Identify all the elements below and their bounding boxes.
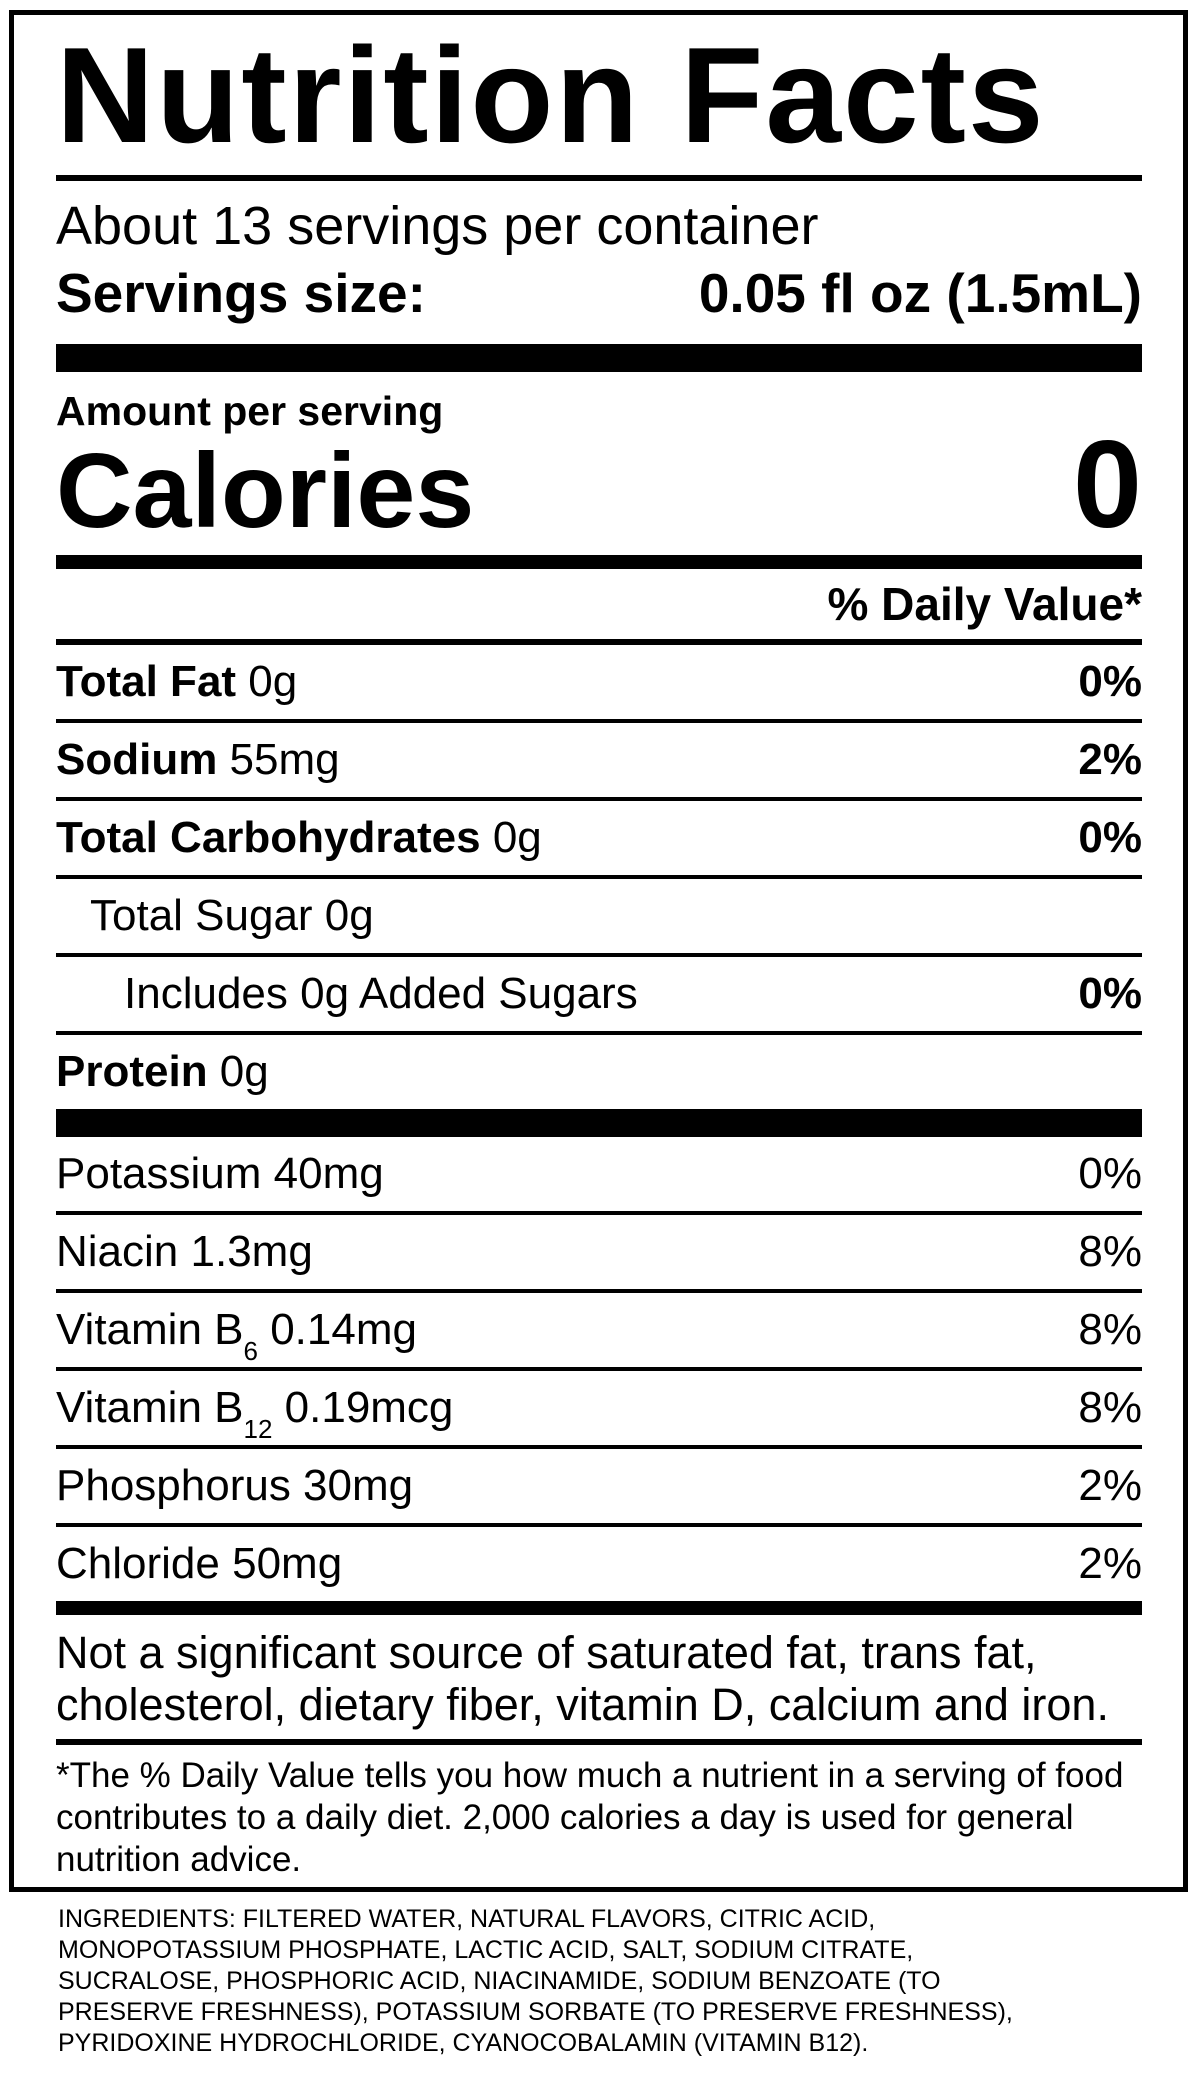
row-divider bbox=[56, 1289, 1142, 1294]
nutrient-name: Total Sugar 0g bbox=[90, 891, 374, 941]
nutrient-name: Includes 0g Added Sugars bbox=[124, 969, 638, 1019]
daily-value-percent: 2% bbox=[1078, 1539, 1142, 1589]
nutrient-name: Total Fat 0g bbox=[56, 657, 298, 707]
nutrient-name: Potassium 40mg bbox=[56, 1149, 384, 1199]
ingredients-statement: INGREDIENTS: FILTERED WATER, NATURAL FLA… bbox=[58, 1904, 1158, 2059]
row-divider bbox=[56, 953, 1142, 958]
nutrient-row: Vitamin B12 0.19mcg 8% bbox=[56, 1371, 1142, 1445]
text-line: INGREDIENTS: FILTERED WATER, NATURAL FLA… bbox=[58, 1905, 876, 1933]
nutrient-row: Sodium 55mg 2% bbox=[56, 723, 1142, 797]
nutrition-facts-title: Nutrition Facts bbox=[56, 19, 1046, 171]
text-line: SUCRALOSE, PHOSPHORIC ACID, NIACINAMIDE,… bbox=[58, 1967, 941, 1995]
row-divider bbox=[56, 719, 1142, 724]
amount-per-serving-label: Amount per serving bbox=[56, 387, 444, 434]
medium-separator-bar bbox=[56, 1601, 1142, 1616]
text-line: contributes to a daily diet. 2,000 calor… bbox=[56, 1798, 1074, 1838]
nutrient-row: Vitamin B6 0.14mg 8% bbox=[56, 1293, 1142, 1367]
nutrient-name: Total Carbohydrates 0g bbox=[56, 813, 542, 863]
daily-value-divider bbox=[56, 639, 1142, 646]
row-divider bbox=[56, 1445, 1142, 1450]
text-line: *The % Daily Value tells you how much a … bbox=[56, 1756, 1124, 1796]
calories-label: Calories bbox=[56, 431, 475, 550]
nutrition-facts-panel: Nutrition Facts About 13 servings per co… bbox=[9, 10, 1188, 1893]
daily-value-percent: 0% bbox=[1078, 813, 1142, 863]
text-line: MONOPOTASSIUM PHOSPHATE, LACTIC ACID, SA… bbox=[58, 1936, 914, 1964]
nutrient-row: Niacin 1.3mg 8% bbox=[56, 1215, 1142, 1289]
title-divider bbox=[56, 175, 1142, 181]
daily-value-percent: 0% bbox=[1078, 657, 1142, 707]
main-nutrient-rows: Total Fat 0g 0% Sodium 55mg 2% Total Carbohy… bbox=[56, 645, 1142, 1109]
daily-value-footnote: *The % Daily Value tells you how much a … bbox=[56, 1755, 1142, 1881]
serving-size-row: Servings size: 0.05 fl oz (1.5mL) bbox=[56, 262, 1142, 325]
nutrient-name: Phosphorus 30mg bbox=[56, 1461, 414, 1511]
nutrient-name: Chloride 50mg bbox=[56, 1539, 343, 1589]
thick-separator-bar bbox=[56, 1109, 1142, 1138]
text-line: PYRIDOXINE HYDROCHLORIDE, CYANOCOBALAMIN… bbox=[58, 2029, 869, 2057]
footnote-divider bbox=[56, 1739, 1142, 1746]
calories-value: 0 bbox=[1073, 415, 1142, 554]
thick-separator-bar bbox=[56, 343, 1142, 372]
text-line: nutrition advice. bbox=[56, 1840, 302, 1880]
calories-row: Calories 0 bbox=[56, 415, 1142, 554]
daily-value-percent: 2% bbox=[1078, 735, 1142, 785]
daily-value-percent: 8% bbox=[1078, 1383, 1142, 1433]
nutrient-name: Niacin 1.3mg bbox=[56, 1227, 313, 1277]
serving-size-value: 0.05 fl oz (1.5mL) bbox=[698, 262, 1142, 325]
daily-value-percent: 0% bbox=[1078, 969, 1142, 1019]
nutrient-row: Total Sugar 0g bbox=[56, 879, 1142, 953]
text-line: cholesterol, dietary fiber, vitamin D, c… bbox=[56, 1679, 1109, 1731]
medium-separator-bar bbox=[56, 554, 1142, 569]
nutrient-row: Phosphorus 30mg 2% bbox=[56, 1449, 1142, 1523]
serving-size-label: Servings size: bbox=[56, 262, 426, 325]
nutrient-row: Total Carbohydrates 0g 0% bbox=[56, 801, 1142, 875]
text-line: PRESERVE FRESHNESS), POTASSIUM SORBATE (… bbox=[58, 1998, 1013, 2026]
nutrient-row: Total Fat 0g 0% bbox=[56, 645, 1142, 719]
daily-value-percent: 8% bbox=[1078, 1305, 1142, 1355]
daily-value-header: % Daily Value* bbox=[827, 577, 1143, 630]
row-divider bbox=[56, 1031, 1142, 1036]
nutrient-row: Includes 0g Added Sugars 0% bbox=[56, 957, 1142, 1031]
daily-value-percent: 0% bbox=[1078, 1149, 1142, 1199]
row-divider bbox=[56, 1211, 1142, 1216]
row-divider bbox=[56, 1523, 1142, 1528]
row-divider bbox=[56, 797, 1142, 802]
nutrient-row: Potassium 40mg 0% bbox=[56, 1137, 1142, 1211]
servings-per-container: About 13 servings per container bbox=[56, 196, 819, 256]
row-divider bbox=[56, 875, 1142, 880]
text-line: Not a significant source of saturated fa… bbox=[56, 1627, 1037, 1679]
nutrient-name: Protein 0g bbox=[56, 1047, 269, 1097]
nutrient-name: Sodium 55mg bbox=[56, 735, 340, 785]
not-significant-statement: Not a significant source of saturated fa… bbox=[56, 1627, 1142, 1731]
nutrient-row: Protein 0g bbox=[56, 1035, 1142, 1109]
row-divider bbox=[56, 1367, 1142, 1372]
nutrient-row: Chloride 50mg 2% bbox=[56, 1527, 1142, 1601]
nutrient-name: Vitamin B6 0.14mg bbox=[56, 1305, 417, 1367]
daily-value-percent: 8% bbox=[1078, 1227, 1142, 1277]
nutrient-name: Vitamin B12 0.19mcg bbox=[56, 1383, 454, 1445]
vitamin-mineral-rows: Potassium 40mg 0% Niacin 1.3mg 8% Vitamin B6… bbox=[56, 1137, 1142, 1601]
daily-value-percent: 2% bbox=[1078, 1461, 1142, 1511]
